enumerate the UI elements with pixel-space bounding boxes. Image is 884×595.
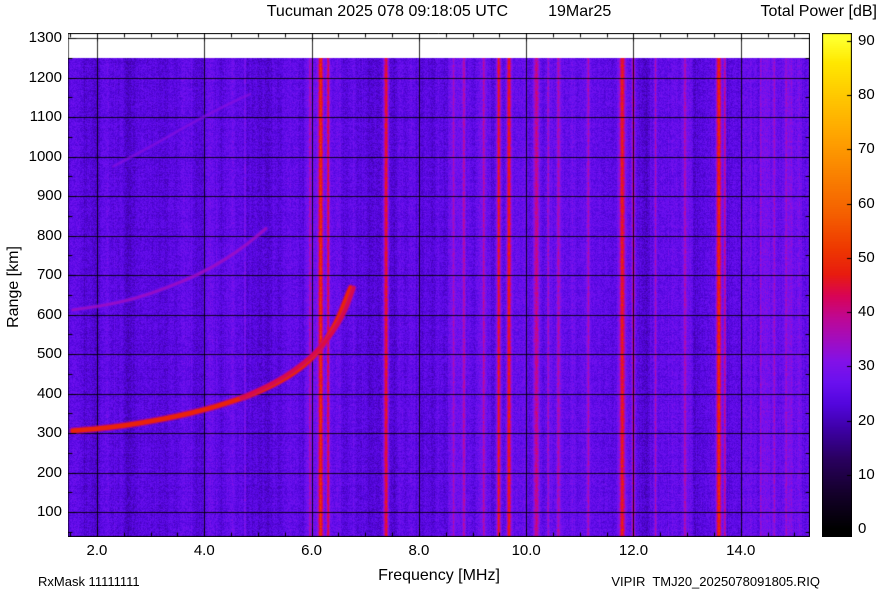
y-tick-label: 400 <box>36 384 62 402</box>
y-tick-label: 800 <box>36 226 62 244</box>
colorbar-tick-label: 0 <box>858 520 867 537</box>
y-tick-label: 300 <box>36 424 62 442</box>
title-row: Tucuman 2025 078 09:18:05 UTC 19Mar25 <box>68 3 810 21</box>
plot-title: Tucuman 2025 078 09:18:05 UTC <box>266 3 509 20</box>
x-tick-label: 14.0 <box>726 542 756 559</box>
x-axis-label: Frequency [MHz] <box>378 567 500 584</box>
y-tick-label: 1000 <box>28 147 62 165</box>
y-tick-label: 200 <box>36 463 62 481</box>
colorbar-tick-label: 10 <box>858 465 875 483</box>
colorbar-tick-label: 50 <box>858 248 875 266</box>
colorbar-tick-label: 40 <box>858 303 875 321</box>
colorbar-tick-label: 30 <box>858 357 875 375</box>
colorbar-tick-label: 20 <box>858 411 875 429</box>
rxmask-label: RxMask 11111111 <box>38 574 140 589</box>
ionogram-heatmap <box>68 33 810 537</box>
colorbar-tick-label: 70 <box>858 140 875 158</box>
y-tick-label: 500 <box>36 345 62 363</box>
colorbar-tick-label: 60 <box>858 194 875 212</box>
x-tick-label: 6.0 <box>301 542 322 559</box>
plot-date: 19Mar25 <box>548 3 612 20</box>
y-tick-label: 1300 <box>28 29 62 47</box>
x-tick-label: 4.0 <box>193 542 215 559</box>
y-tick-label: 1200 <box>28 68 62 86</box>
y-tick-label: 900 <box>36 187 62 205</box>
y-tick-label: 600 <box>36 305 62 323</box>
colorbar-tick-label: 80 <box>858 86 875 104</box>
x-tick-label: 10.0 <box>511 542 541 559</box>
y-tick-label: 1100 <box>29 108 62 126</box>
x-tick-label: 12.0 <box>618 542 649 559</box>
colorbar-gradient <box>822 33 852 537</box>
x-tick-label: 8.0 <box>408 542 430 559</box>
colorbar-title: Total Power [dB] <box>760 3 878 20</box>
filename-label: VIPIR TMJ20_2025078091805.RIQ <box>611 574 820 589</box>
x-tick-label: 2.0 <box>86 542 108 559</box>
y-tick-label: 700 <box>36 266 62 284</box>
y-tick-label: 100 <box>36 503 62 521</box>
colorbar-tick-label: 90 <box>858 32 875 49</box>
